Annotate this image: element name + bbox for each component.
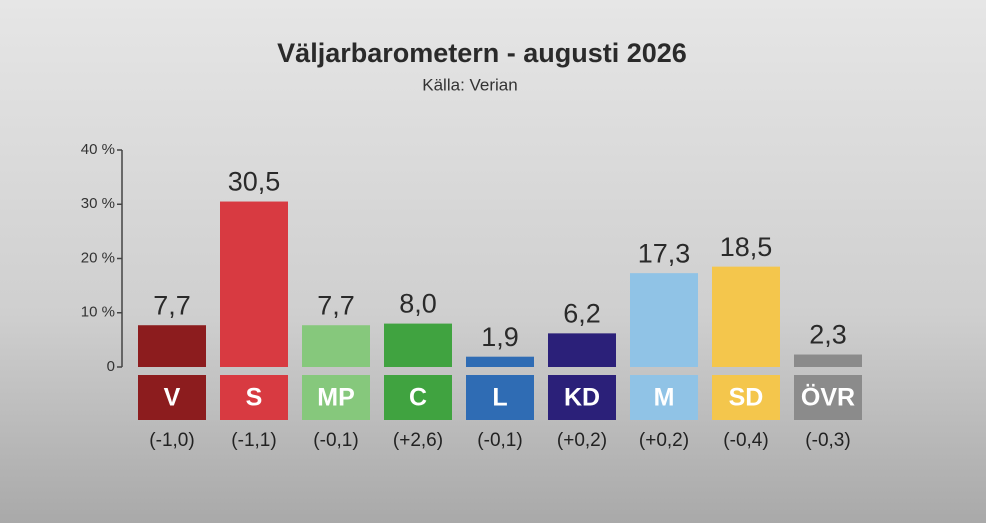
x-tick-label: KD: [564, 384, 600, 412]
change-label: (+0,2): [557, 430, 607, 451]
y-tick-label: 30 %: [81, 195, 115, 212]
bar: [466, 356, 534, 367]
bar: [548, 333, 616, 367]
category-box: [138, 375, 206, 420]
value-label: 17,3: [638, 238, 691, 268]
value-label: 1,9: [481, 322, 519, 352]
x-tick-label: M: [654, 384, 675, 412]
change-label: (-0,4): [723, 430, 768, 451]
category-box: [384, 375, 452, 420]
bar: [712, 266, 780, 367]
category-box: [220, 375, 288, 420]
value-label: 18,5: [720, 232, 773, 262]
category-box: [630, 375, 698, 420]
value-label: 7,7: [153, 290, 191, 320]
bar: [220, 201, 288, 367]
change-label: (-1,1): [231, 430, 276, 451]
value-label: 6,2: [563, 298, 601, 328]
chart-subtitle: Källa: Verian: [422, 75, 517, 94]
category-box: [712, 375, 780, 420]
change-label: (-1,0): [149, 430, 194, 451]
y-tick-label: 20 %: [81, 249, 115, 266]
y-tick-label: 40 %: [81, 141, 115, 158]
bar: [794, 354, 862, 367]
category-box: [466, 375, 534, 420]
y-tick-label: 10 %: [81, 304, 115, 321]
x-tick-label: L: [492, 384, 507, 412]
x-tick-label: SD: [729, 384, 764, 412]
x-tick-label: ÖVR: [801, 383, 855, 412]
change-label: (-0,1): [313, 430, 358, 451]
value-label: 7,7: [317, 290, 355, 320]
bar: [302, 325, 370, 367]
chart-title: Väljarbarometern - augusti 2026: [277, 38, 687, 68]
x-tick-label: S: [246, 384, 263, 412]
change-label: (+0,2): [639, 430, 689, 451]
change-label: (-0,3): [805, 430, 850, 451]
category-box: [794, 375, 862, 420]
bar: [630, 273, 698, 367]
bar: [138, 325, 206, 367]
y-tick-label: 0: [107, 358, 115, 375]
change-label: (+2,6): [393, 430, 443, 451]
value-label: 2,3: [809, 320, 847, 350]
value-label: 30,5: [228, 167, 281, 197]
x-tick-label: C: [409, 384, 427, 412]
x-tick-label: V: [164, 384, 181, 412]
category-box: [302, 375, 370, 420]
value-label: 8,0: [399, 289, 437, 319]
bar: [384, 323, 452, 367]
x-tick-label: MP: [317, 384, 355, 412]
category-box: [548, 375, 616, 420]
change-label: (-0,1): [477, 430, 522, 451]
